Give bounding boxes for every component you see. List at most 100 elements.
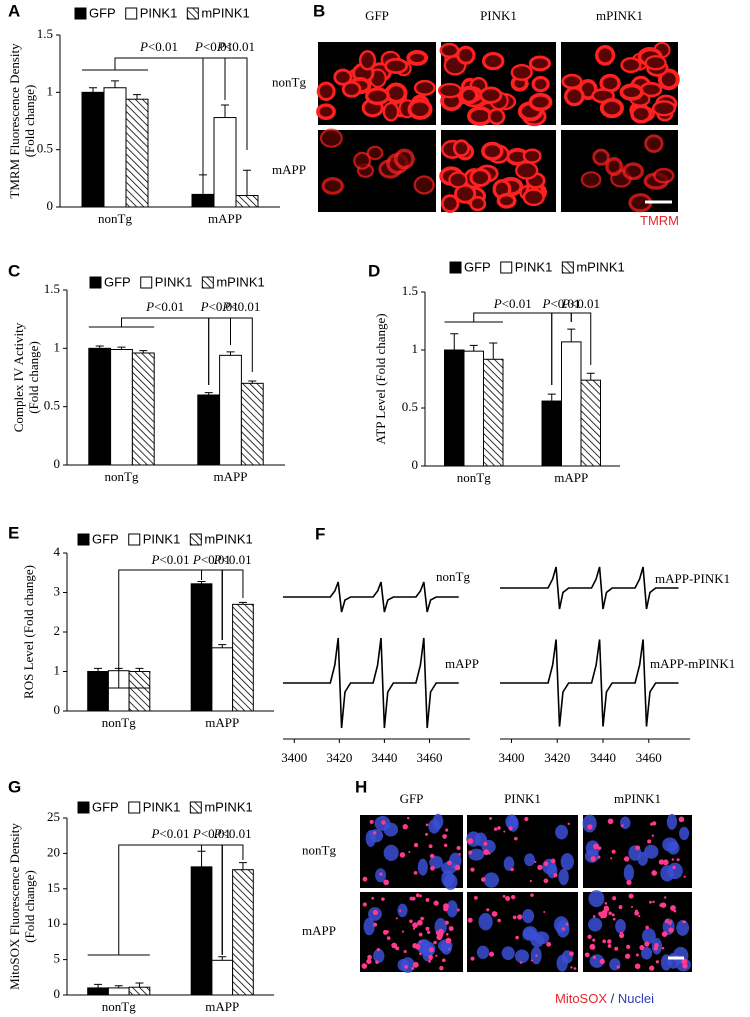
annotation-rest: <0.01 — [201, 826, 231, 841]
column-label: PINK1 — [504, 791, 541, 806]
bar — [219, 354, 242, 466]
annotation: P<0.01 — [493, 296, 532, 311]
x-tick-label: 3440 — [371, 750, 397, 765]
bar — [444, 349, 465, 467]
mito-signal — [436, 934, 443, 941]
cell — [440, 194, 460, 213]
x-tick-label: 3400 — [498, 750, 524, 765]
legend-label: GFP — [464, 259, 491, 274]
annotation: P<0.01 — [561, 296, 600, 311]
mito-signal — [470, 956, 475, 961]
bar — [81, 91, 105, 208]
legend-label: PINK1 — [515, 259, 553, 274]
legend-swatch — [77, 533, 90, 546]
nucleus — [441, 861, 457, 875]
x-tick-label: nonTg — [102, 999, 136, 1014]
cell — [321, 177, 344, 195]
nucleus — [588, 890, 605, 908]
mito-signal — [618, 905, 623, 910]
y-tick-label: 25 — [47, 809, 60, 824]
mito-signal — [444, 843, 448, 848]
italic-p: P — [561, 296, 570, 311]
error-bar — [238, 601, 247, 605]
mito-signal — [413, 927, 416, 930]
mito-signal — [534, 860, 537, 863]
italic-p: P — [213, 826, 222, 841]
cell — [496, 192, 517, 209]
nucleus — [623, 864, 634, 882]
mito-signal — [626, 879, 632, 886]
error-bar — [221, 104, 229, 118]
panel-label: B — [313, 1, 325, 20]
mito-signal — [546, 941, 552, 947]
cell — [605, 157, 624, 177]
annotation: P<0.01 — [200, 299, 239, 314]
x-tick-label: 3420 — [326, 750, 352, 765]
significance-bracket — [230, 317, 253, 372]
legend-swatch — [125, 7, 138, 20]
error-bar — [111, 80, 119, 88]
mito-signal — [661, 946, 665, 950]
y-tick-label: 4 — [54, 544, 61, 559]
cell — [580, 171, 602, 188]
mito-signal — [601, 912, 608, 919]
cell — [452, 139, 471, 158]
nucleus — [383, 844, 399, 862]
y-tick-label: 1 — [54, 662, 61, 677]
bar — [541, 400, 562, 467]
x-tick-label: 3460 — [636, 750, 662, 765]
mito-signal — [652, 900, 655, 904]
mito-signal — [425, 823, 429, 827]
cell — [595, 44, 616, 66]
mito-signal — [411, 966, 415, 970]
nucleus — [429, 855, 443, 869]
annotation: P<0.01 — [150, 552, 189, 567]
mito-signal — [514, 836, 518, 841]
x-tick-label: 3440 — [590, 750, 616, 765]
mito-signal — [361, 963, 368, 969]
panel-label: G — [8, 777, 21, 796]
nucleus — [679, 826, 690, 841]
mito-signal — [362, 876, 368, 882]
mito-signal — [403, 949, 407, 954]
bar — [232, 603, 254, 712]
y-tick-label: 10 — [47, 915, 60, 930]
error-bar — [238, 862, 247, 870]
nucleus — [428, 819, 441, 834]
y-axis-label: (Fold change) — [26, 341, 41, 414]
cell — [487, 108, 506, 126]
mito-signal — [570, 966, 573, 969]
mito-signal — [454, 864, 461, 871]
x-tick-label: mAPP — [214, 469, 248, 484]
mito-signal — [425, 898, 430, 902]
caption: TMRM — [640, 213, 679, 228]
legend-swatch — [449, 261, 462, 274]
italic-p: P — [216, 39, 225, 54]
error-bar — [197, 850, 206, 867]
mito-signal — [662, 859, 669, 866]
mito-signal — [638, 915, 641, 918]
mito-signal — [395, 917, 398, 920]
error-bar — [586, 372, 595, 381]
mito-signal — [445, 828, 449, 832]
column-label: GFP — [400, 791, 424, 806]
mito-signal — [508, 826, 513, 831]
nucleus — [468, 848, 485, 861]
x-tick-label: 3420 — [544, 750, 570, 765]
cell — [510, 63, 533, 81]
mito-signal — [612, 896, 617, 901]
column-label: mPINK1 — [614, 791, 661, 806]
cell — [599, 97, 624, 119]
y-tick-label: 0.5 — [402, 399, 418, 414]
nucleus — [416, 939, 431, 954]
nucleus — [478, 912, 493, 931]
mito-signal — [624, 953, 631, 959]
annotation-rest: <0.01 — [502, 296, 532, 311]
legend-label: PINK1 — [155, 274, 193, 289]
cell — [358, 50, 377, 71]
mito-signal — [362, 902, 367, 907]
nucleus — [443, 873, 458, 891]
cell — [657, 68, 680, 91]
mito-signal — [445, 932, 449, 936]
error-bar — [139, 350, 148, 353]
